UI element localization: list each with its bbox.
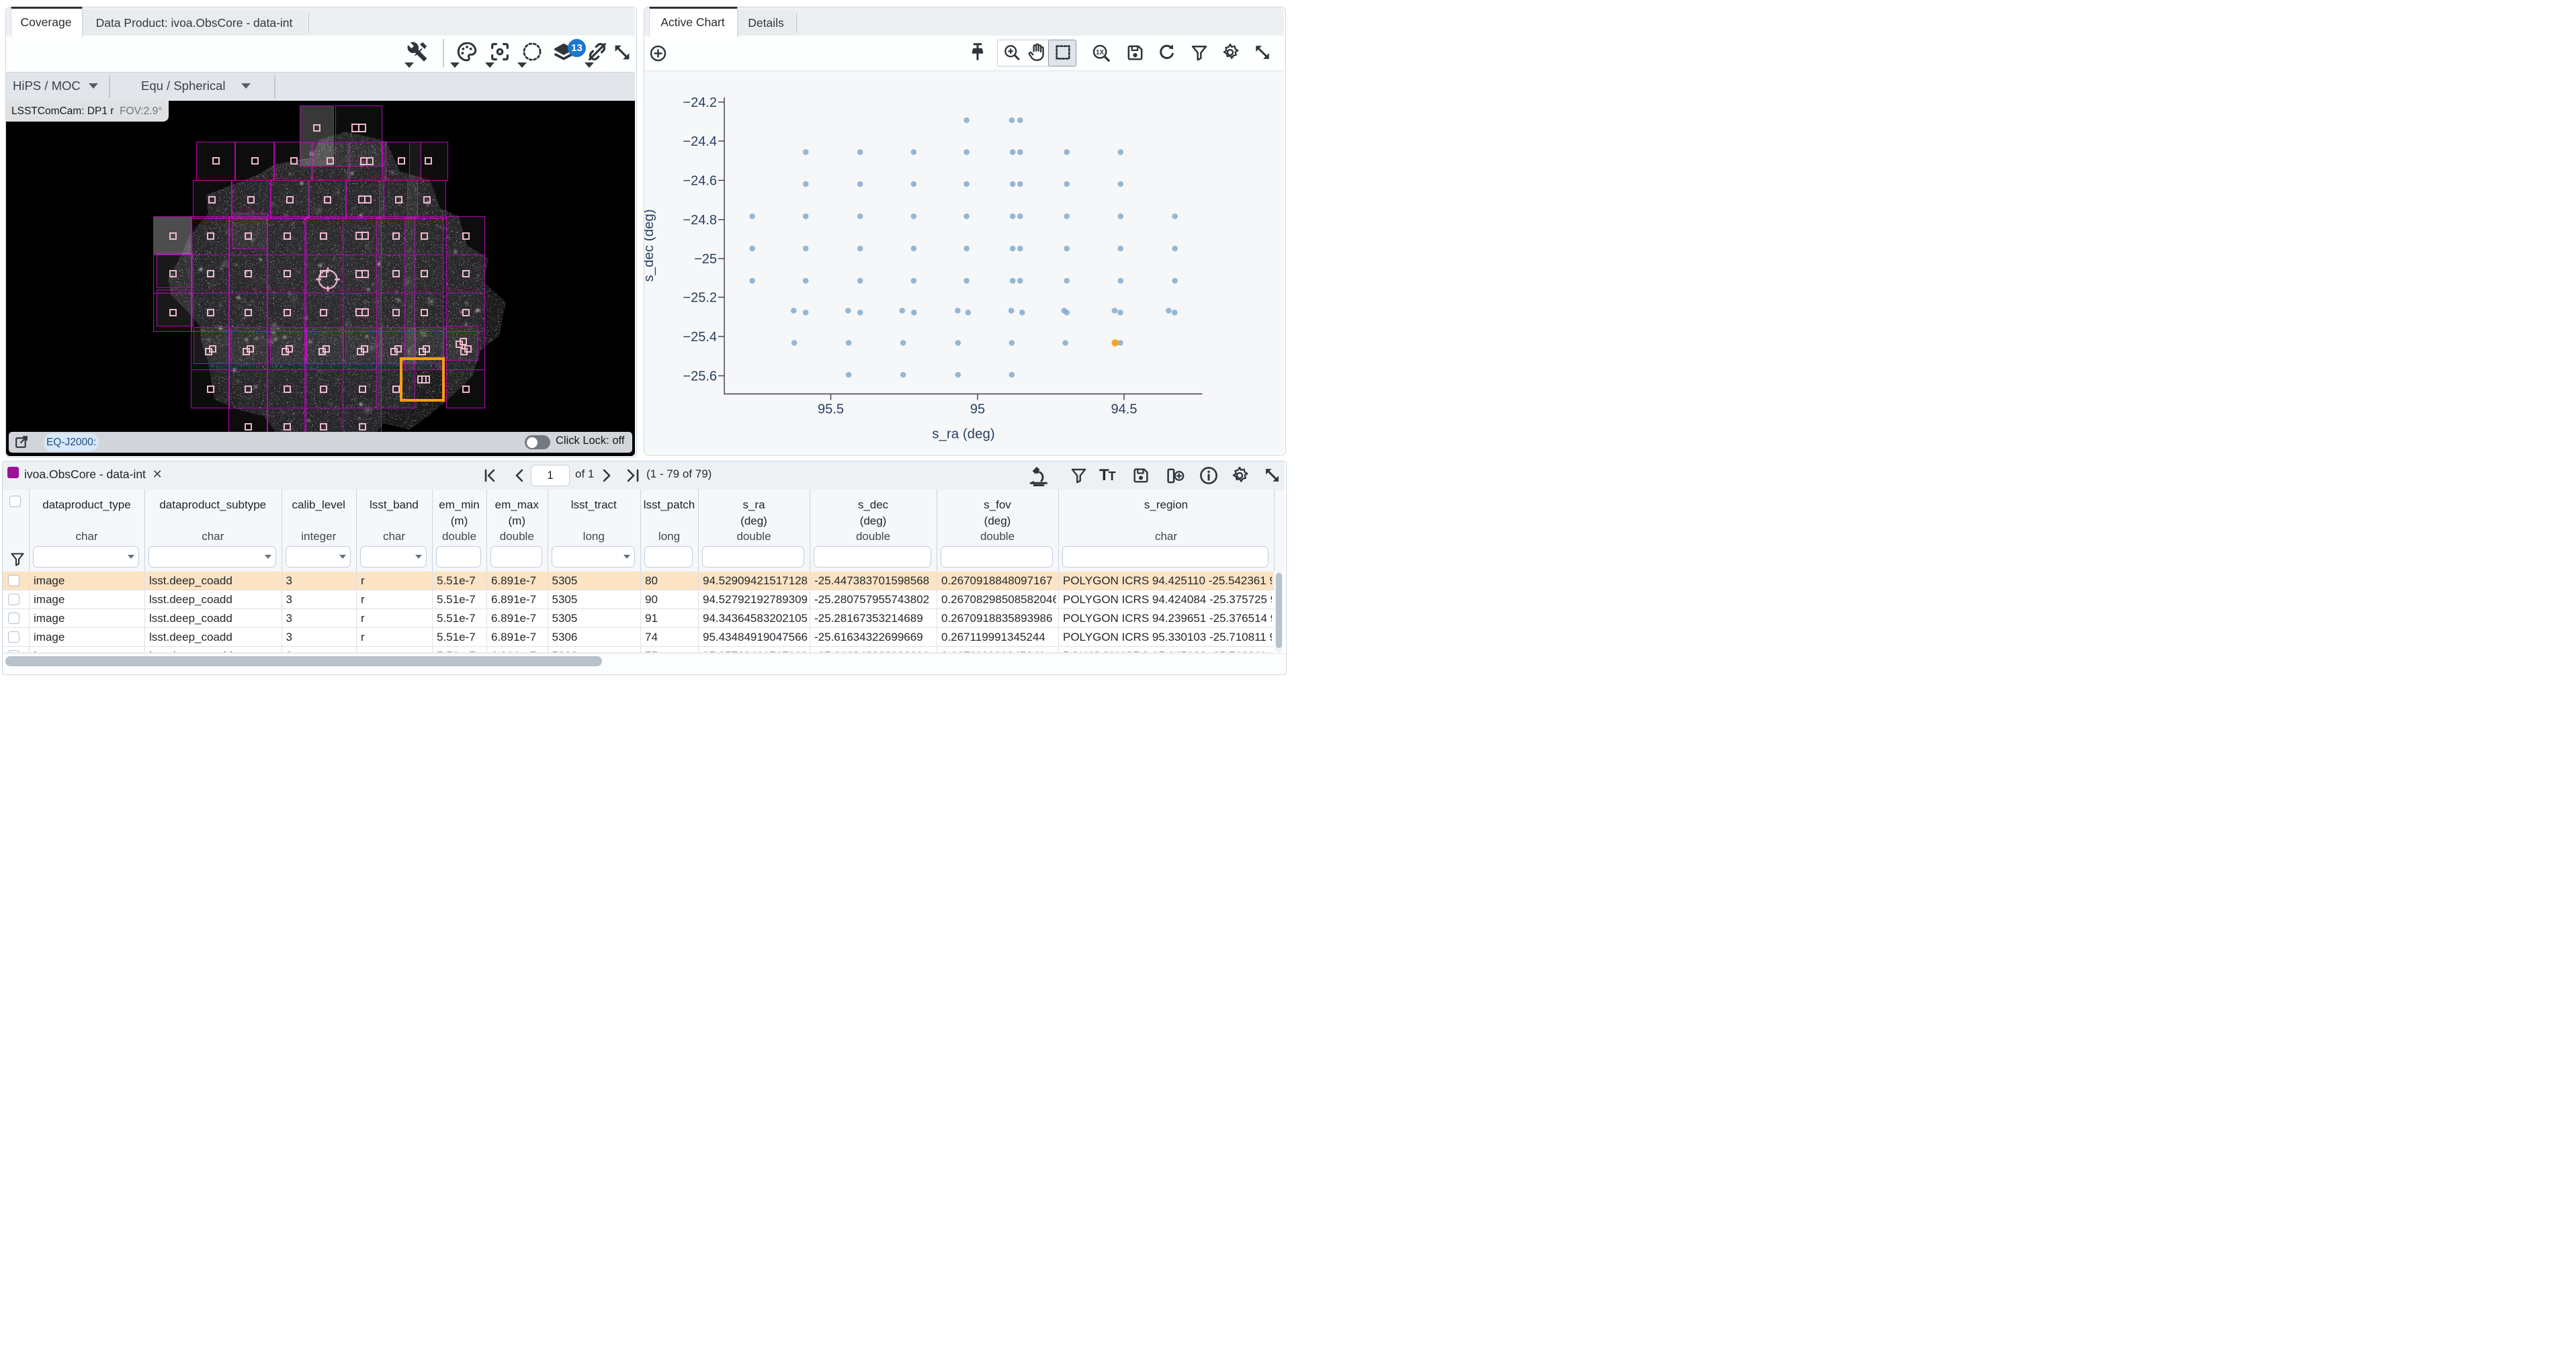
svg-text:−25.4: −25.4 [683,330,717,345]
svg-text:−25.2: −25.2 [683,291,717,306]
svg-text:s_dec (deg): s_dec (deg) [644,209,656,281]
svg-text:−24.8: −24.8 [683,213,717,228]
svg-text:95: 95 [970,402,985,417]
svg-text:−25.6: −25.6 [683,369,717,384]
svg-text:1X: 1X [1096,49,1105,56]
svg-text:s_ra (deg): s_ra (deg) [932,426,994,442]
svg-text:95.5: 95.5 [818,402,844,417]
svg-text:−24.4: −24.4 [683,134,717,149]
svg-text:−24.6: −24.6 [683,174,717,189]
svg-text:94.5: 94.5 [1111,402,1137,417]
svg-text:−25: −25 [694,252,717,267]
svg-text:−24.2: −24.2 [683,95,717,110]
